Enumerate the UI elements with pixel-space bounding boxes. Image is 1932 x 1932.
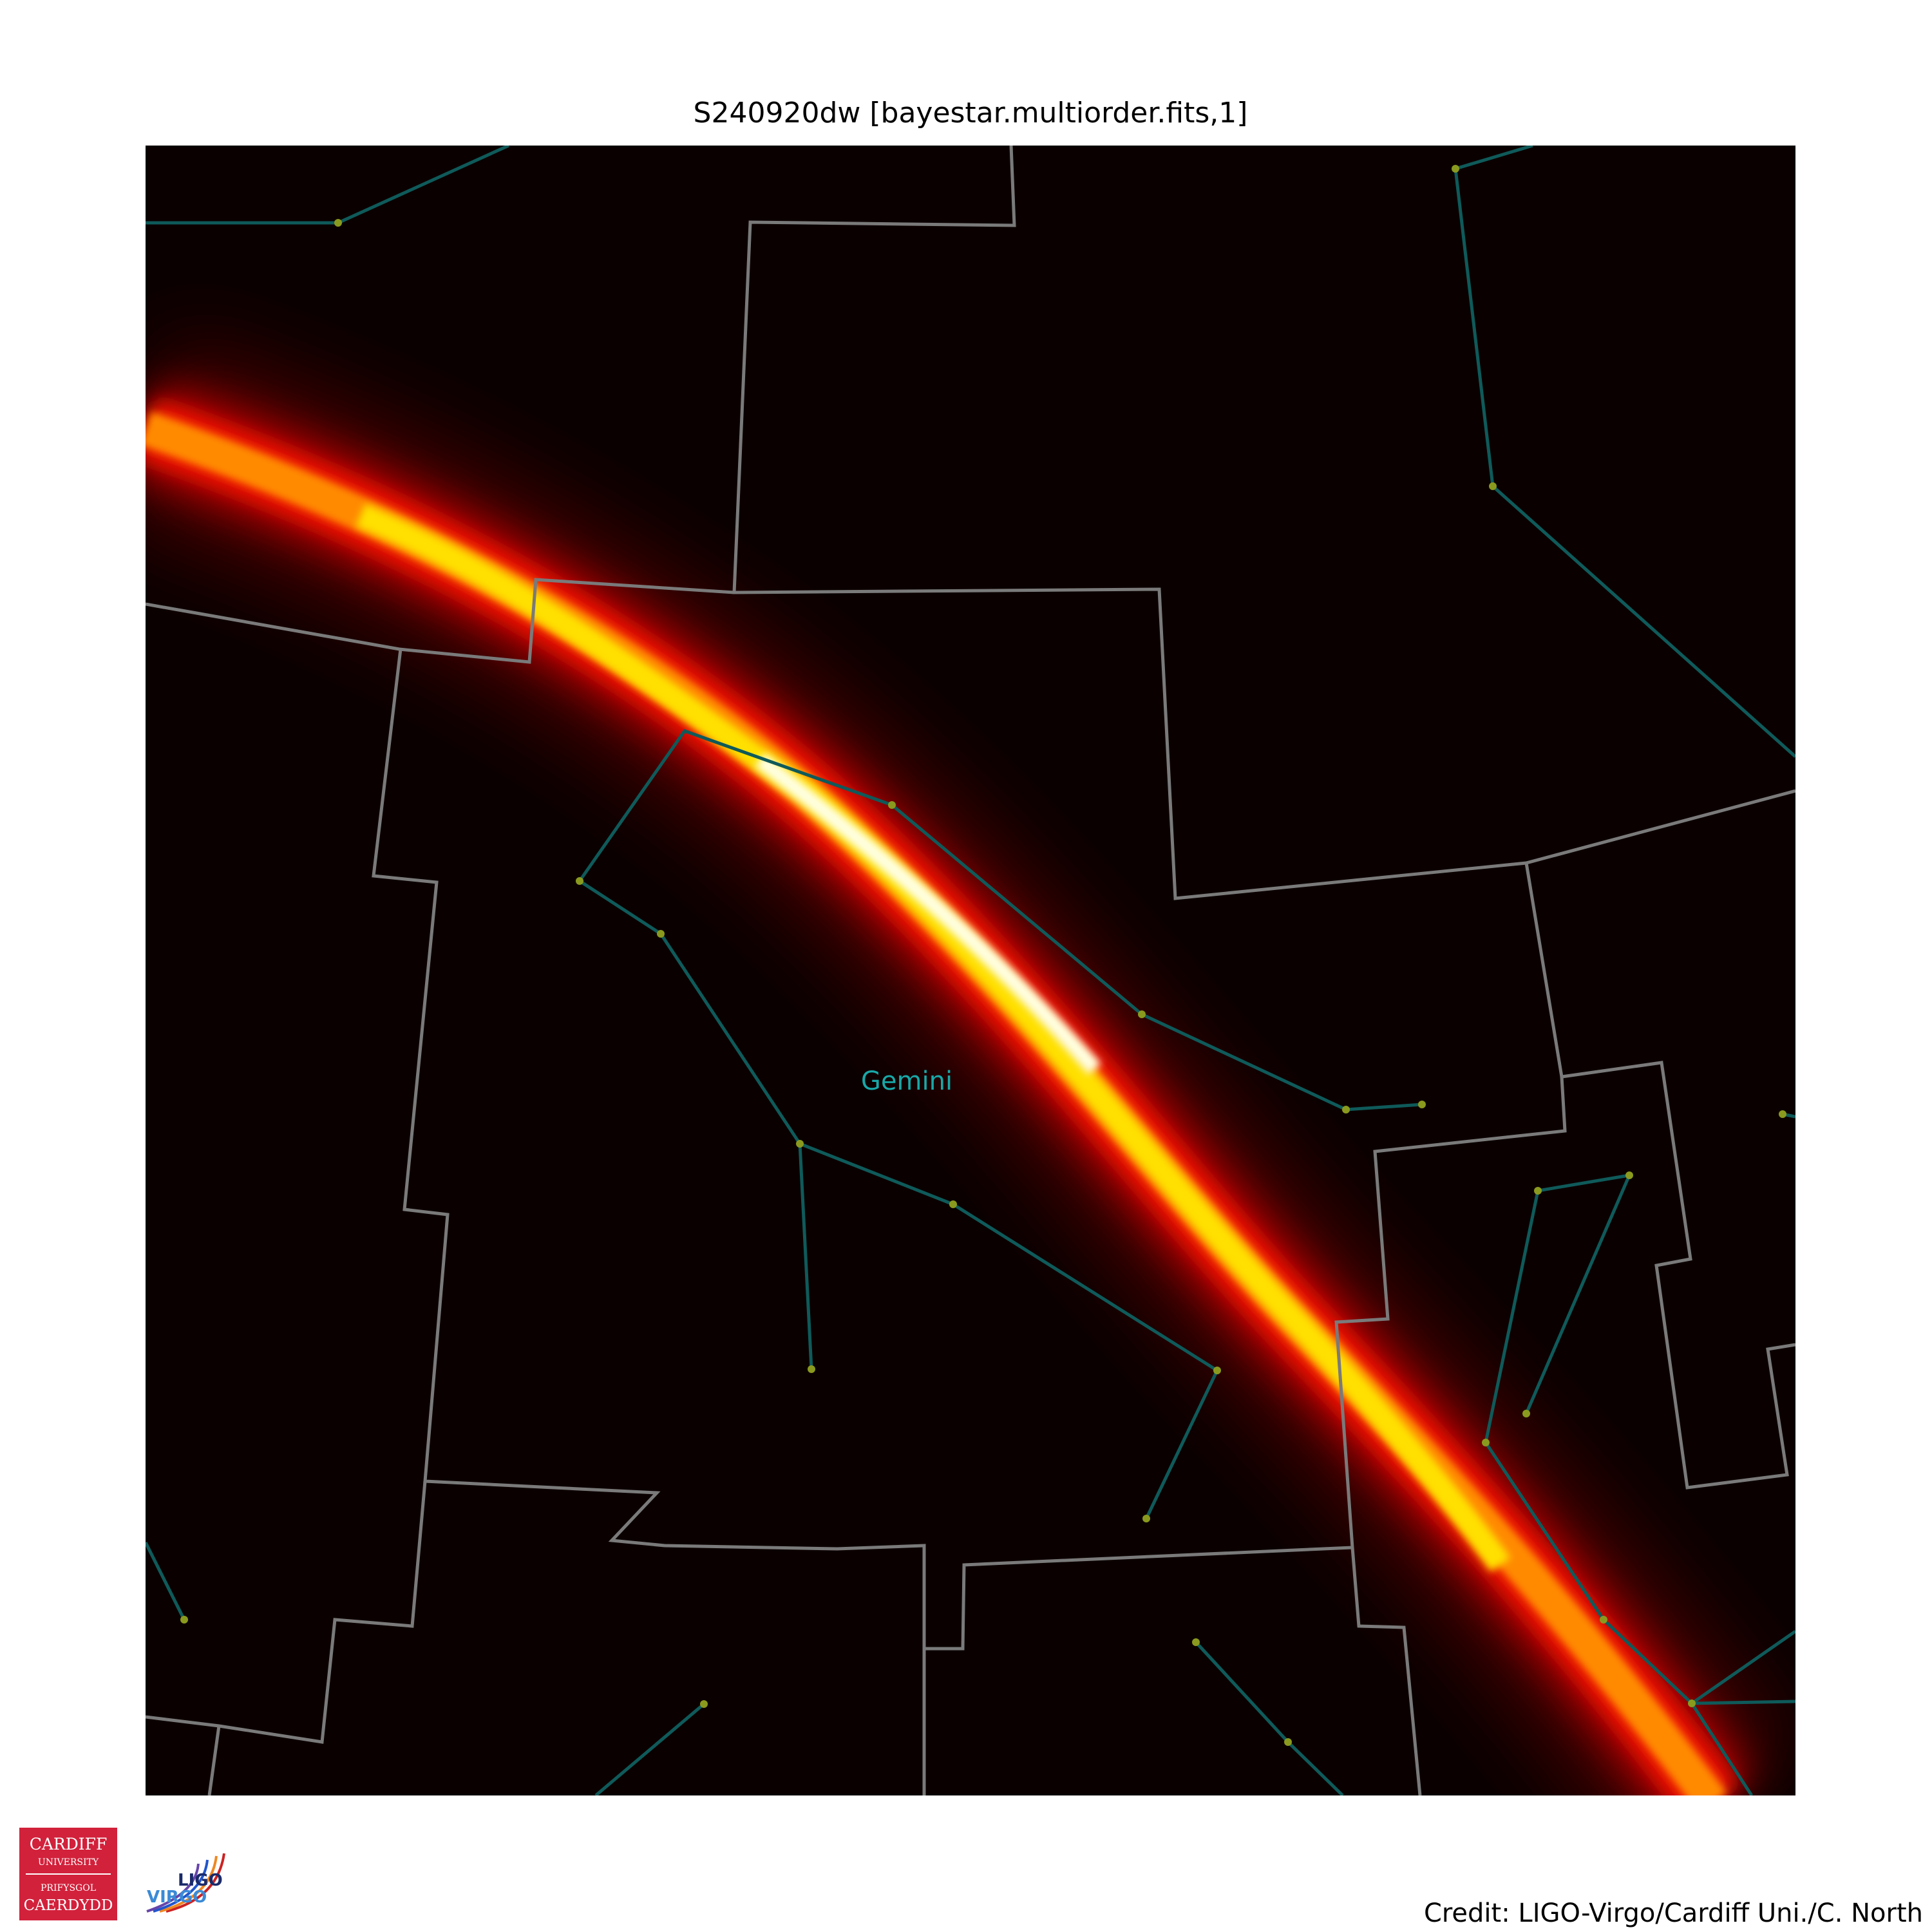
ligo-logo-line: VIRGO	[147, 1888, 207, 1907]
star-marker	[796, 1140, 804, 1148]
star-marker	[1192, 1638, 1200, 1646]
star-marker	[1142, 1515, 1150, 1522]
boundary-line	[732, 146, 1795, 900]
probability-band-yellow	[355, 504, 1511, 1573]
constellation-line	[1690, 1629, 1795, 1705]
constellation-label: Gemini	[861, 1066, 952, 1096]
star-marker	[1779, 1110, 1786, 1118]
constellation-stars	[180, 165, 1786, 1746]
star-marker	[657, 930, 665, 938]
constellation-boundaries	[146, 146, 1795, 1795]
star-marker	[576, 877, 583, 885]
star-marker	[1534, 1187, 1542, 1195]
star-marker	[1489, 482, 1497, 490]
star-marker	[1213, 1367, 1221, 1374]
cardiff-logo-line: CARDIFF	[30, 1835, 108, 1853]
boundary-line	[1334, 1076, 1567, 1795]
star-marker	[180, 1616, 188, 1624]
ligo-logo-line: LIGO	[178, 1871, 223, 1890]
constellation-line	[578, 879, 813, 1370]
constellation-line	[1690, 1702, 1754, 1795]
star-marker	[1522, 1410, 1530, 1417]
constellation-line	[1691, 1700, 1795, 1705]
constellation-line	[594, 1703, 705, 1795]
star-marker	[1625, 1171, 1633, 1179]
star-marker	[1138, 1010, 1146, 1018]
star-marker	[1342, 1106, 1350, 1113]
constellation-line	[799, 1142, 1220, 1520]
star-marker	[808, 1365, 815, 1373]
cardiff-logo-line: UNIVERSITY	[38, 1857, 99, 1868]
cardiff-logo-line: CAERDYDD	[24, 1897, 113, 1914]
constellation-line	[578, 729, 1423, 1112]
probability-band	[146, 337, 1790, 1795]
credit-text: Credit: LIGO-Virgo/Cardiff Uni./C. North	[1423, 1899, 1923, 1928]
star-marker	[1284, 1738, 1292, 1746]
plot-title: S240920dw [bayestar.multiorder.fits,1]	[693, 97, 1248, 129]
star-marker	[888, 801, 896, 809]
star-marker	[949, 1200, 957, 1208]
constellation-line	[1455, 146, 1533, 171]
boundary-line	[207, 1725, 221, 1795]
cardiff-university-logo: CARDIFF UNIVERSITY PRIFYSGOL CAERDYDD	[19, 1828, 117, 1920]
probability-band-peak	[755, 753, 1101, 1075]
boundary-line	[1524, 862, 1795, 1490]
ligo-virgo-logo: LIGO VIRGO	[146, 1853, 225, 1913]
star-marker	[1600, 1616, 1607, 1624]
star-marker	[700, 1700, 708, 1708]
constellation-line	[1484, 1190, 1693, 1705]
star-marker	[1482, 1439, 1490, 1446]
star-marker	[1452, 165, 1459, 173]
boundary-line	[146, 578, 735, 664]
constellation-line	[146, 1541, 186, 1621]
star-marker	[1418, 1101, 1426, 1108]
star-marker	[1688, 1700, 1696, 1707]
cardiff-logo-line: PRIFYSGOL	[41, 1883, 96, 1893]
boundary-line	[146, 1481, 427, 1744]
star-marker	[334, 219, 342, 227]
constellation-lines	[146, 146, 1795, 1795]
boundary-line	[372, 649, 1353, 1651]
constellation-line	[1524, 1175, 1631, 1414]
constellation-line	[1537, 1173, 1630, 1193]
